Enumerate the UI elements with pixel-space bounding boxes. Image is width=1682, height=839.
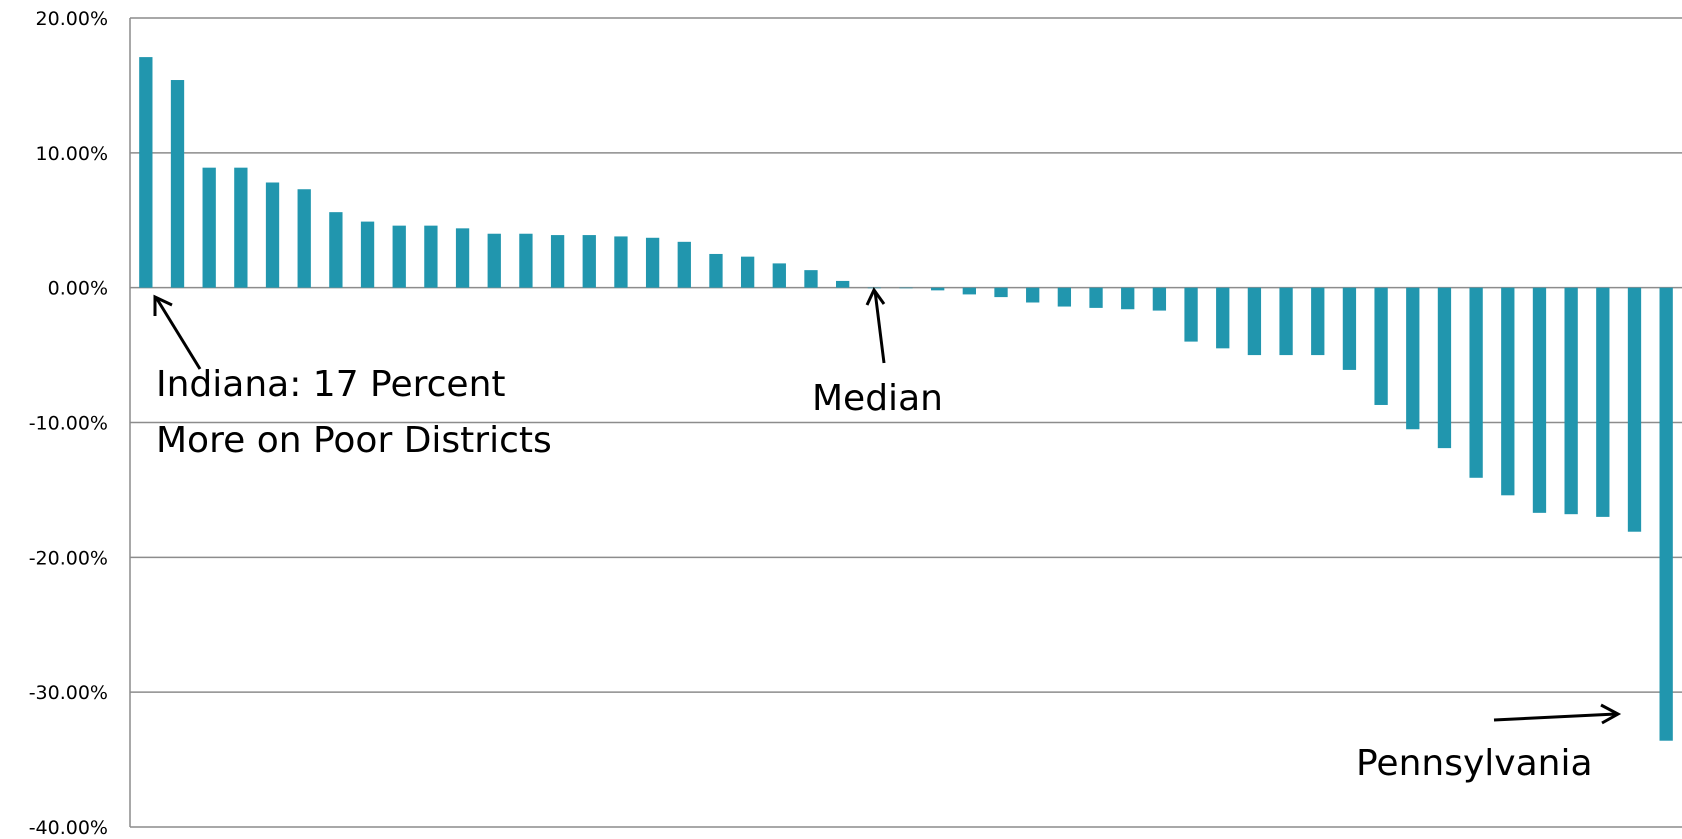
bar xyxy=(424,225,438,288)
bar xyxy=(550,235,565,288)
bar xyxy=(1596,287,1610,517)
bar xyxy=(1564,287,1578,515)
bar xyxy=(1311,287,1325,356)
bar xyxy=(1216,287,1230,349)
bar xyxy=(645,237,660,288)
annotation-pennsylvania: Pennsylvania xyxy=(1356,703,1622,784)
bar xyxy=(265,182,280,288)
bar xyxy=(170,80,185,288)
bar xyxy=(487,233,501,288)
bar xyxy=(1184,287,1198,342)
bar xyxy=(709,253,723,288)
pennsylvania-arrow xyxy=(1493,712,1617,722)
bar xyxy=(329,212,343,288)
bar xyxy=(139,57,153,288)
bar xyxy=(614,236,628,288)
pennsylvania-arrowhead xyxy=(1600,703,1622,725)
bar xyxy=(1659,287,1673,741)
bar xyxy=(1627,287,1642,532)
indiana-label-line1: Indiana: 17 Percent xyxy=(156,364,506,405)
bar xyxy=(1406,287,1420,430)
bar xyxy=(1469,287,1483,478)
bar xyxy=(740,256,755,288)
y-tick-label: 20.00% xyxy=(36,8,108,30)
bar xyxy=(677,241,691,288)
y-tick-label: 0.00% xyxy=(48,278,108,300)
median-label: Median xyxy=(812,378,943,419)
annotation-indiana: Indiana: 17 Percent More on Poor Distric… xyxy=(153,294,552,461)
bar xyxy=(1501,287,1515,496)
bar xyxy=(1152,287,1167,311)
bar xyxy=(1089,287,1103,308)
bar xyxy=(1026,287,1040,303)
bar xyxy=(1121,287,1135,310)
bar xyxy=(772,263,786,288)
bar xyxy=(962,287,976,295)
median-arrow xyxy=(873,290,886,364)
bar xyxy=(931,287,945,291)
annotation-median: Median xyxy=(812,287,943,419)
indiana-arrowhead xyxy=(153,294,173,316)
bar xyxy=(804,270,818,288)
y-tick-label: -40.00% xyxy=(29,817,108,839)
bar xyxy=(1279,287,1293,356)
bar xyxy=(582,235,596,288)
indiana-arrow xyxy=(155,298,202,370)
y-tick-label: 10.00% xyxy=(36,143,108,165)
bar xyxy=(1342,287,1357,370)
y-tick-label: -10.00% xyxy=(29,413,108,435)
bar xyxy=(1437,287,1452,449)
bar xyxy=(519,233,533,288)
bar xyxy=(392,225,406,288)
bar xyxy=(1532,287,1547,513)
bar xyxy=(360,221,375,288)
bar xyxy=(994,287,1008,298)
bar xyxy=(1057,287,1072,307)
bar xyxy=(455,228,470,288)
indiana-label-line2: More on Poor Districts xyxy=(156,420,552,461)
bar xyxy=(202,167,216,288)
median-arrowhead xyxy=(865,287,886,306)
bar xyxy=(1374,287,1388,405)
pennsylvania-label: Pennsylvania xyxy=(1356,743,1593,784)
bar xyxy=(234,167,248,288)
bar xyxy=(899,287,913,289)
bar xyxy=(1247,287,1262,356)
bar xyxy=(836,280,850,288)
y-axis-ticks: 20.00% 10.00% 0.00% -10.00% -20.00% -30.00% -4… xyxy=(29,8,108,839)
bar xyxy=(297,189,311,288)
y-tick-label: -30.00% xyxy=(29,682,108,704)
y-tick-label: -20.00% xyxy=(29,547,108,569)
bars xyxy=(139,57,1673,741)
